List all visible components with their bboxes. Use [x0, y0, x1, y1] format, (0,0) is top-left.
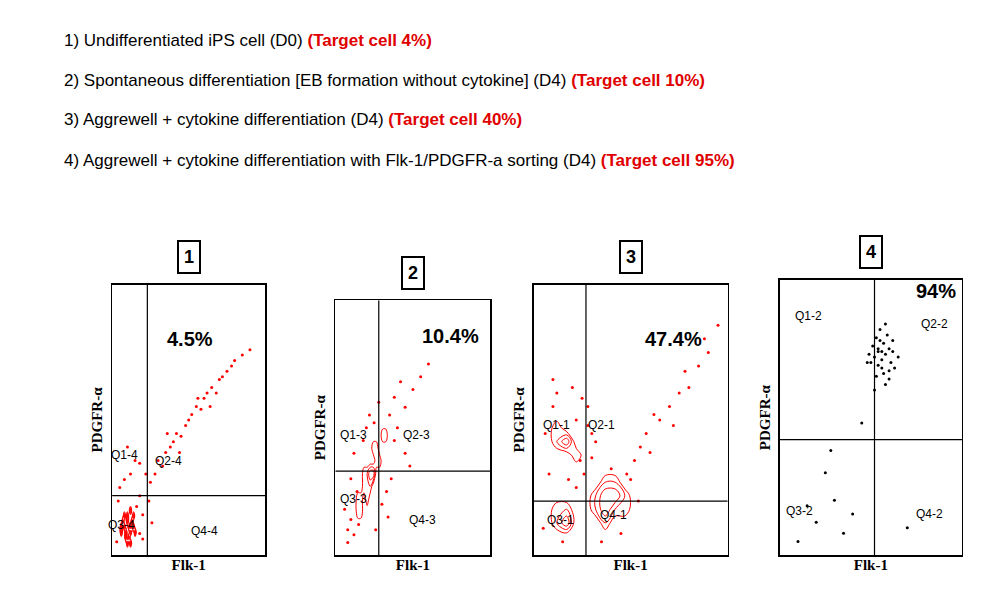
- svg-text:Flk-1: Flk-1: [172, 557, 206, 573]
- svg-text:Q2-4: Q2-4: [155, 454, 182, 468]
- svg-text:Q3-4: Q3-4: [108, 518, 135, 532]
- svg-text:3: 3: [626, 247, 636, 267]
- svg-text:Q1-3: Q1-3: [340, 428, 367, 442]
- svg-text:3) Aggrewell + cytokine differ: 3) Aggrewell + cytokine differentiation …: [64, 110, 522, 129]
- svg-text:1) Undifferentiated iPS cell (: 1) Undifferentiated iPS cell (D0) (Targe…: [64, 31, 432, 50]
- svg-text:2) Spontaneous differentiation: 2) Spontaneous differentiation [EB forma…: [64, 71, 705, 90]
- svg-text:Q3-2: Q3-2: [786, 504, 813, 518]
- svg-text:Q1-2: Q1-2: [795, 309, 822, 323]
- svg-text:1: 1: [184, 247, 194, 267]
- svg-text:Q4-2: Q4-2: [916, 507, 943, 521]
- svg-text:Q4-4: Q4-4: [191, 524, 218, 538]
- svg-text:Q2-1: Q2-1: [588, 418, 615, 432]
- svg-text:4) Aggrewell + cytokine differ: 4) Aggrewell + cytokine differentiation …: [64, 151, 735, 170]
- svg-text:47.4%: 47.4%: [645, 328, 702, 350]
- svg-text:4: 4: [866, 242, 876, 262]
- svg-text:2: 2: [408, 263, 418, 283]
- svg-text:10.4%: 10.4%: [422, 325, 479, 347]
- svg-text:Q3-3: Q3-3: [340, 492, 367, 506]
- svg-text:PDGFR-α: PDGFR-α: [757, 384, 773, 450]
- svg-text:PDGFR-α: PDGFR-α: [312, 395, 328, 461]
- svg-text:Q2-2: Q2-2: [921, 317, 948, 331]
- svg-text:94%: 94%: [916, 280, 956, 302]
- svg-text:Q1-4: Q1-4: [111, 448, 138, 462]
- svg-text:PDGFR-α: PDGFR-α: [89, 387, 105, 453]
- svg-text:Q4-1: Q4-1: [600, 508, 627, 522]
- svg-text:Q2-3: Q2-3: [403, 428, 430, 442]
- svg-text:Q3-1: Q3-1: [547, 513, 574, 527]
- svg-text:Flk-1: Flk-1: [614, 557, 648, 573]
- svg-text:Q4-3: Q4-3: [409, 513, 436, 527]
- svg-text:4.5%: 4.5%: [167, 328, 213, 350]
- svg-text:Flk-1: Flk-1: [396, 557, 430, 573]
- svg-text:Flk-1: Flk-1: [854, 557, 888, 573]
- svg-text:Q1-1: Q1-1: [543, 418, 570, 432]
- svg-text:PDGFR-α: PDGFR-α: [511, 387, 527, 453]
